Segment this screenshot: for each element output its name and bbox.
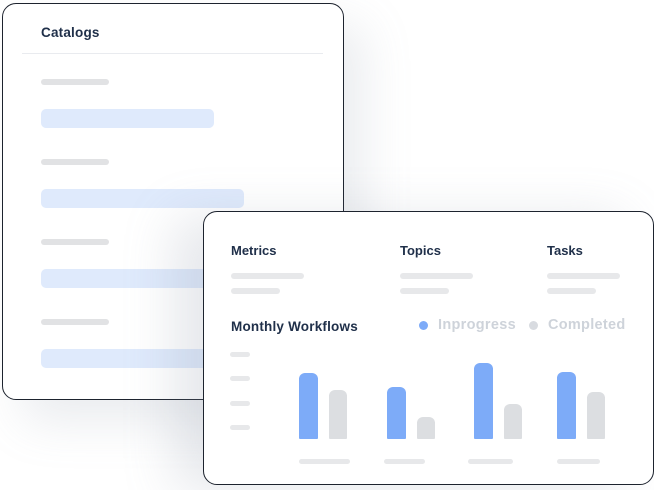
catalog-item-label-skeleton (41, 79, 109, 85)
x-axis-label-skeleton (384, 459, 425, 464)
monthly-workflows-chart (204, 212, 653, 484)
legend-item-completed: Completed (528, 317, 626, 333)
bar-inprogress (557, 372, 576, 439)
catalog-item-row-skeleton (41, 109, 214, 128)
x-axis-label-skeleton (468, 459, 513, 464)
bar-completed (504, 404, 522, 439)
catalog-item-row-skeleton (41, 269, 244, 288)
bar-inprogress (387, 387, 406, 439)
catalog-item-label-skeleton (41, 159, 109, 165)
bar-inprogress (474, 363, 493, 439)
stat-line-skeleton (400, 288, 449, 294)
legend-item-inprogress: Inprogress (419, 317, 516, 333)
x-axis-label-skeleton (299, 459, 350, 464)
catalog-item-row-skeleton (41, 349, 216, 368)
stat-title-tasks: Tasks (547, 243, 583, 258)
bar-completed (587, 392, 605, 439)
stat-line-skeleton (231, 273, 304, 279)
catalogs-card: Catalogs (2, 3, 344, 400)
chart-legend: Inprogress Completed (419, 316, 626, 334)
legend-dot-completed (528, 320, 538, 330)
legend-label: Inprogress (438, 317, 516, 333)
monthly-workflows-title: Monthly Workflows (231, 319, 358, 334)
y-axis-tick-skeleton (230, 376, 250, 381)
stats-row: Metrics Topics Tasks (204, 212, 653, 484)
bar-completed (417, 417, 435, 439)
catalogs-title: Catalogs (41, 25, 100, 40)
stat-title-topics: Topics (400, 243, 441, 258)
legend-label: Completed (547, 317, 626, 333)
x-axis-label-skeleton (557, 459, 600, 464)
stat-line-skeleton (547, 288, 596, 294)
catalog-item-label-skeleton (41, 319, 109, 325)
stat-line-skeleton (400, 273, 473, 279)
bar-inprogress (299, 373, 318, 439)
y-axis-tick-skeleton (230, 425, 250, 430)
catalog-item-label-skeleton (41, 239, 109, 245)
legend-dot-inprogress (419, 320, 428, 330)
y-axis-tick-skeleton (230, 401, 250, 406)
dashboard-card: Metrics Topics Tasks Monthly Workflows Inp… (203, 211, 654, 485)
bar-completed (329, 390, 347, 439)
catalogs-divider (22, 53, 323, 54)
catalogs-skeleton-list (3, 4, 343, 399)
y-axis-tick-skeleton (230, 352, 250, 357)
stat-title-metrics: Metrics (231, 243, 277, 258)
stat-line-skeleton (547, 273, 620, 279)
catalog-item-row-skeleton (41, 189, 244, 208)
stat-line-skeleton (231, 288, 280, 294)
